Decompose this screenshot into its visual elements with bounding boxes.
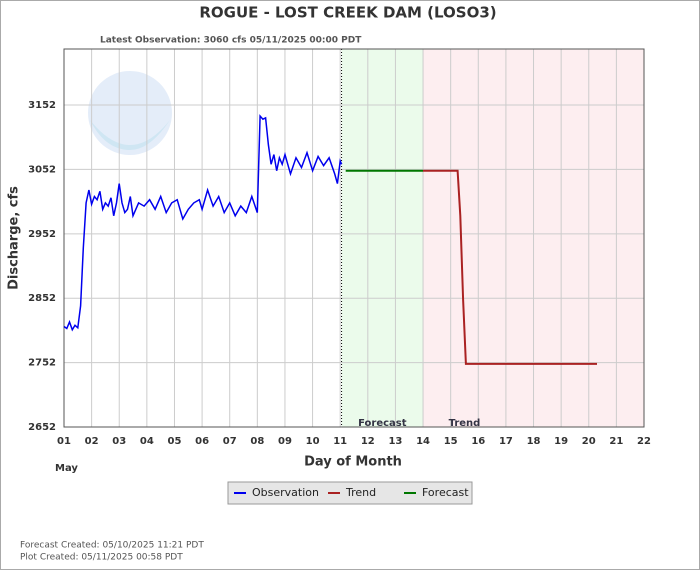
y-tick-label: 2652 — [28, 422, 56, 433]
series-line — [423, 169, 597, 365]
x-tick-label: 02 — [85, 436, 99, 447]
x-tick-label: 14 — [416, 436, 430, 447]
x-tick-label: 05 — [168, 436, 182, 447]
y-axis-label: Discharge, cfs — [7, 186, 22, 290]
footer-note: Plot Created: 05/11/2025 00:58 PDT — [20, 553, 183, 563]
legend-label: Forecast — [422, 486, 469, 499]
y-tick-label: 3052 — [28, 164, 56, 175]
region — [341, 49, 424, 427]
region-label: Trend — [449, 418, 481, 429]
x-tick-label: 21 — [609, 436, 623, 447]
legend-box — [227, 481, 473, 505]
logo — [90, 120, 170, 150]
x-tick-label: 08 — [250, 436, 264, 447]
subtitle: Latest Observation: 3060 cfs 05/11/2025 … — [100, 36, 362, 46]
x-tick-label: 17 — [499, 436, 513, 447]
x-tick-label: 01 — [57, 436, 71, 447]
plot-border — [63, 48, 645, 428]
x-tick-label: 16 — [471, 436, 485, 447]
series-line — [63, 114, 343, 332]
y-tick-label: 3152 — [28, 100, 56, 111]
logo — [88, 71, 172, 155]
region-label: Forecast — [358, 418, 407, 429]
x-tick-label: 19 — [554, 436, 568, 447]
x-tick-label: 15 — [444, 436, 458, 447]
x-tick-label: 10 — [306, 436, 320, 447]
x-tick-label: 07 — [223, 436, 237, 447]
y-tick-label: 2852 — [28, 293, 56, 304]
x-axis-label: Day of Month — [304, 455, 402, 470]
x-tick-label: 22 — [637, 436, 651, 447]
x-tick-label: 09 — [278, 436, 292, 447]
x-tick-label: 06 — [195, 436, 209, 447]
x-tick-label: 20 — [582, 436, 596, 447]
legend-label: Observation — [252, 486, 319, 499]
x-tick-label: 18 — [527, 436, 541, 447]
x-tick-label: 04 — [140, 436, 154, 447]
month-label: May — [55, 463, 78, 474]
y-tick-label: 2952 — [28, 229, 56, 240]
x-tick-label: 13 — [388, 436, 402, 447]
footer-note: Forecast Created: 05/10/2025 11:21 PDT — [20, 541, 204, 551]
x-tick-label: 03 — [112, 436, 126, 447]
legend-label: Trend — [345, 486, 376, 499]
x-tick-label: 12 — [361, 436, 375, 447]
x-tick-label: 11 — [333, 436, 347, 447]
chart-title: ROGUE - LOST CREEK DAM (LOSO3) — [199, 4, 496, 22]
y-tick-label: 2752 — [28, 358, 56, 369]
